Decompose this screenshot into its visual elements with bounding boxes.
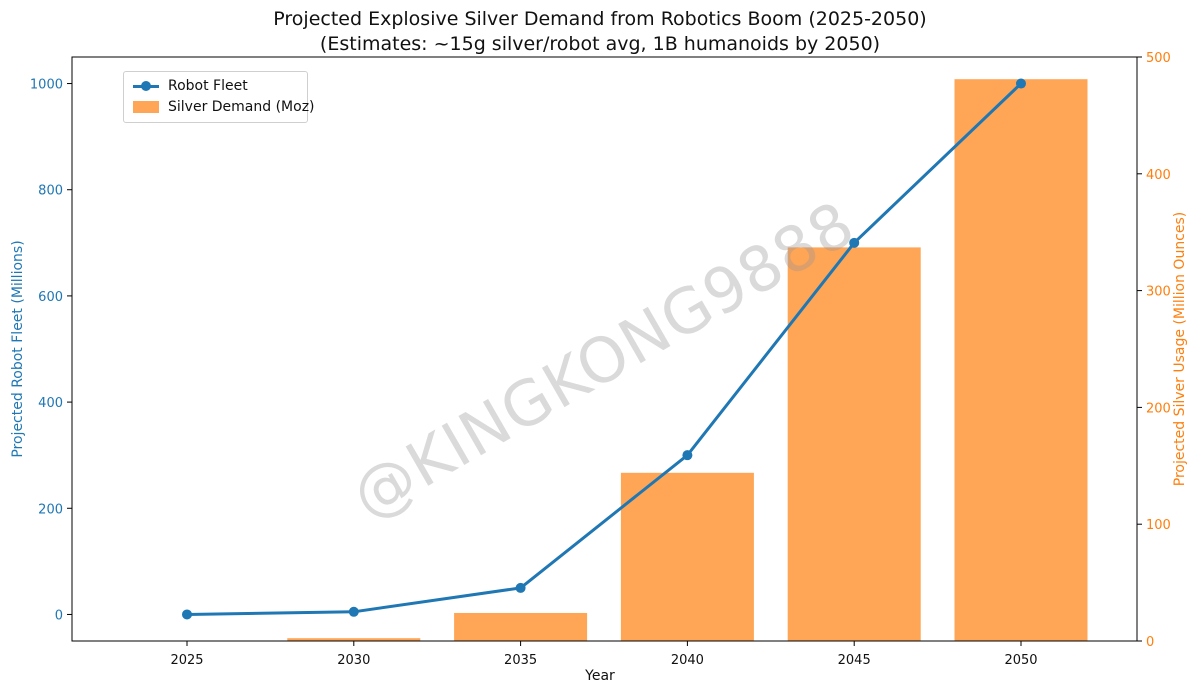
bar-swatch-icon — [133, 101, 159, 113]
line-robot-fleet — [186, 82, 1023, 616]
point-robot-fleet — [515, 582, 526, 593]
y-left-tick-label: 800 — [38, 184, 63, 199]
legend-label: Silver Demand (Moz) — [168, 99, 315, 115]
point-robot-fleet — [182, 609, 192, 620]
chart-subtitle: (Estimates: ~15g silver/robot avg, 1B hu… — [319, 33, 881, 55]
y-left-tick-label: 200 — [38, 502, 63, 517]
bar-silver-demand — [787, 247, 921, 641]
y-left-tick-label: 1000 — [30, 78, 63, 93]
y-right-tick-label: 200 — [1146, 401, 1171, 416]
y-left-tick-label: 600 — [38, 290, 63, 305]
bar-silver-demand — [454, 612, 588, 641]
legend-label: Robot Fleet — [168, 78, 248, 94]
bar-silver-demand — [287, 638, 421, 641]
bar-silver-demand — [620, 472, 754, 641]
y-axis-right-label: Projected Silver Usage (Million Ounces) — [1172, 211, 1188, 487]
point-robot-fleet — [849, 237, 860, 248]
chart-title: Projected Explosive Silver Demand from R… — [273, 8, 927, 30]
x-tick-label: 2045 — [838, 653, 871, 668]
legend: Robot Fleet Silver Demand (Moz) — [123, 71, 315, 123]
x-tick-label: 2030 — [337, 653, 370, 668]
bar-silver-demand — [954, 79, 1088, 641]
y-right-tick-label: 100 — [1146, 518, 1171, 533]
y-left-tick-label: 400 — [38, 396, 63, 411]
point-robot-fleet — [682, 450, 693, 461]
plot-frame — [71, 56, 1138, 642]
x-tick-label: 2040 — [671, 653, 704, 668]
point-robot-fleet — [348, 606, 359, 617]
y-axis-left-label: Projected Robot Fleet (Millions) — [10, 240, 26, 458]
line-marker-icon — [133, 80, 159, 92]
y-right-tick-label: 400 — [1146, 168, 1171, 183]
x-tick-label: 2050 — [1004, 653, 1037, 668]
y-right-tick-label: 500 — [1146, 51, 1171, 66]
x-tick-label: 2035 — [504, 653, 537, 668]
y-left-tick-label: 0 — [55, 608, 63, 623]
x-tick-label: 2025 — [170, 653, 203, 668]
point-robot-fleet — [1016, 78, 1026, 89]
y-right-tick-label: 0 — [1146, 635, 1154, 650]
x-axis-label: Year — [585, 668, 615, 684]
y-right-tick-label: 300 — [1146, 285, 1171, 300]
